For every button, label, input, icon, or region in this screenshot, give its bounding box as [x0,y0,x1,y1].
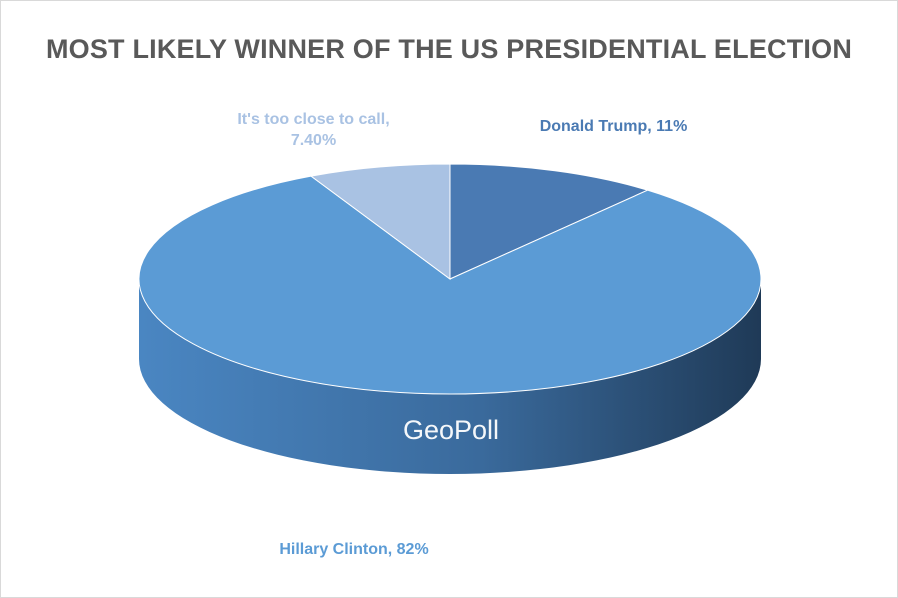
data-label-close: It's too close to call, 7.40% [237,111,390,149]
pie-side-wall [139,279,761,474]
chart-title: MOST LIKELY WINNER OF THE US PRESIDENTIA… [45,34,853,64]
pie-slice-close [309,163,451,280]
data-label-clinton: Hillary Clinton, 82% [279,541,429,558]
pie-slice-clinton [138,175,762,395]
data-label-trump: Donald Trump, 11% [539,118,688,135]
geopoll-watermark: GeoPoll [402,415,500,445]
pie-slice-trump [449,163,650,280]
